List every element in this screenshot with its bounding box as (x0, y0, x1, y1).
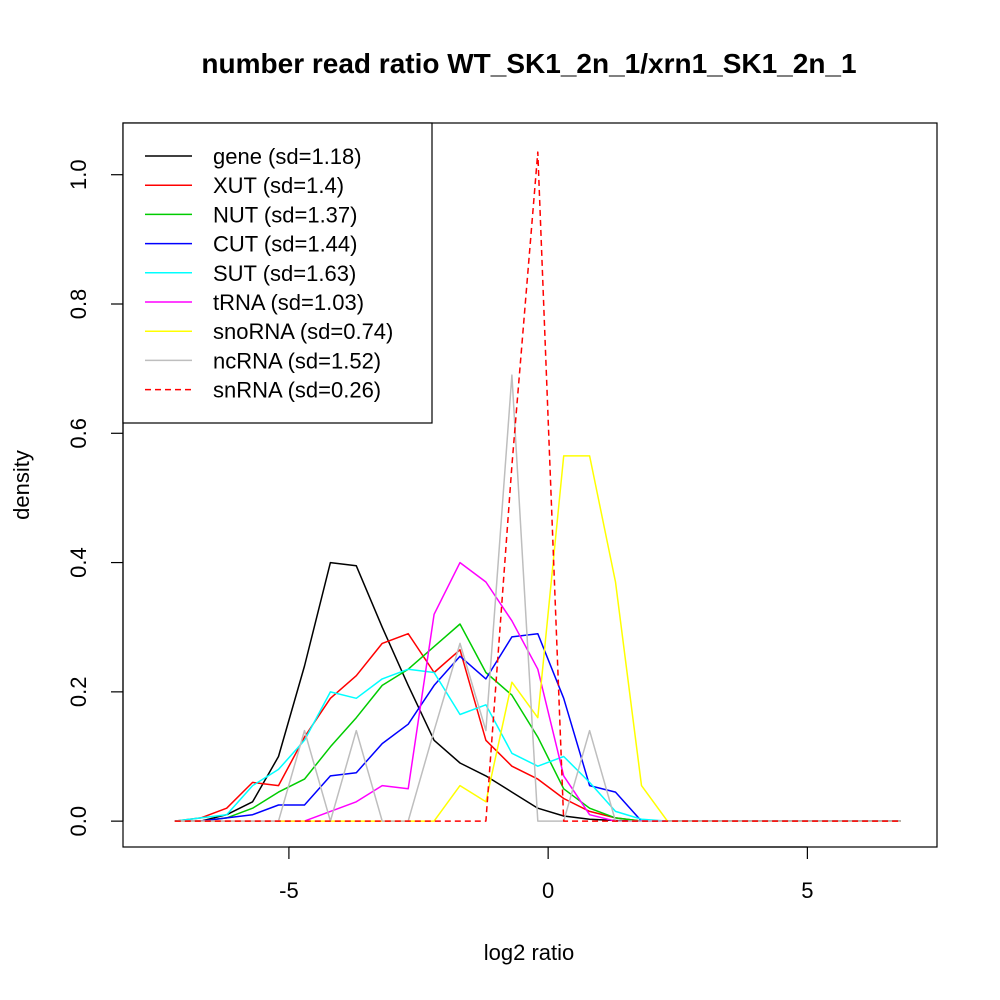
y-tick-label: 0.4 (66, 547, 91, 578)
x-tick-label: 5 (801, 878, 813, 903)
y-axis: 0.0 0.2 0.4 0.6 0.8 1.0 (66, 159, 124, 837)
series-line-8 (174, 151, 901, 822)
x-axis-label: log2 ratio (484, 940, 575, 965)
legend: gene (sd=1.18) XUT (sd=1.4) NUT (sd=1.37) C… (122, 122, 433, 424)
legend-label: SUT (sd=1.63) (213, 261, 356, 286)
series-line-7 (174, 374, 901, 822)
chart-title: number read ratio WT_SK1_2n_1/xrn1_SK1_2… (201, 48, 856, 79)
y-tick-label: 0.0 (66, 806, 91, 837)
x-axis: -5 0 5 (279, 846, 814, 903)
legend-label: ncRNA (sd=1.52) (213, 348, 381, 373)
y-tick-label: 0.8 (66, 289, 91, 320)
legend-label: NUT (sd=1.37) (213, 202, 357, 227)
x-tick-label: -5 (279, 878, 299, 903)
y-axis-label: density (9, 450, 34, 520)
legend-label: snoRNA (sd=0.74) (213, 319, 393, 344)
legend-label: gene (sd=1.18) (213, 144, 362, 169)
legend-label: snRNA (sd=0.26) (213, 378, 381, 403)
legend-label: CUT (sd=1.44) (213, 232, 357, 257)
y-tick-label: 0.2 (66, 677, 91, 708)
legend-label: tRNA (sd=1.03) (213, 290, 364, 315)
y-tick-label: 0.6 (66, 418, 91, 449)
legend-label: XUT (sd=1.4) (213, 173, 344, 198)
y-tick-label: 1.0 (66, 159, 91, 190)
series-lines (174, 151, 901, 822)
x-tick-label: 0 (542, 878, 554, 903)
